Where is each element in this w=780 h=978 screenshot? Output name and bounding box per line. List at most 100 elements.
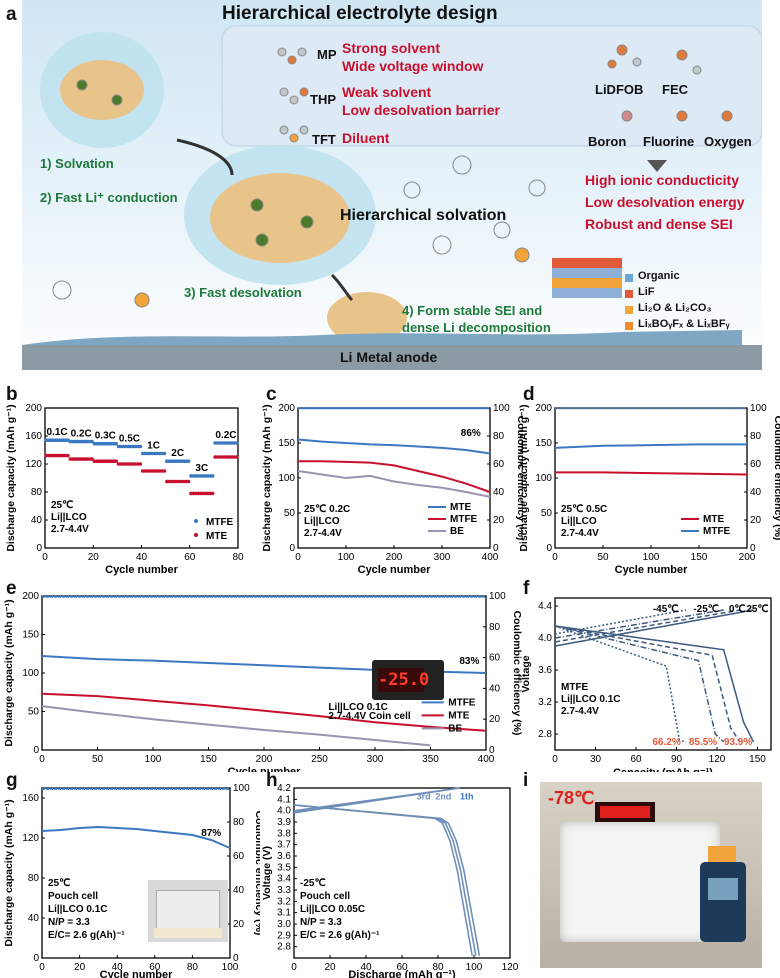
chart-d-series-mtfe xyxy=(554,443,747,449)
sei-legend-organic: Organic xyxy=(638,270,680,282)
chart-c: 0 100 200 300 400050100150200020406080100Dis… xyxy=(261,403,523,576)
chart-c-y2tick-label: 100 xyxy=(493,403,510,414)
chart-g-cond: 25℃ xyxy=(48,878,70,889)
anode-bar xyxy=(22,345,762,370)
chart-g-annot: 87% xyxy=(201,828,221,839)
legend-organic-swatch xyxy=(625,274,633,282)
chart-g-ytick-label: 0 xyxy=(33,953,39,964)
chart-b-rate-label: 0.1C xyxy=(47,427,68,438)
chart-d-y2tick-label: 20 xyxy=(750,515,762,526)
chart-e-y2tick-label: 100 xyxy=(489,591,506,602)
center-label: Hierarchical solvation xyxy=(340,207,507,224)
chart-d-xtick-label: 50 xyxy=(597,552,609,563)
chart-d-y2tick-label: 40 xyxy=(750,487,762,498)
thermometer xyxy=(700,862,746,942)
chart-b-point-mtfe xyxy=(90,439,94,444)
sei-legend-libof: LiₓBOᵧFₓ & LiₓBFᵧ xyxy=(638,318,730,330)
chart-g-xtick-label: 60 xyxy=(149,962,161,973)
chart-e-annot: 83% xyxy=(459,656,479,667)
freezer-display-photo: -25.0 xyxy=(372,660,444,700)
chart-b-cond2: Li||LCO xyxy=(51,512,87,523)
chart-d-xlabel: Cycle number xyxy=(615,564,688,576)
chart-h-cond: N/P = 3.3 xyxy=(300,917,342,928)
panel-a-schematic: Hierarchical electrolyte design MP Stron… xyxy=(22,0,762,370)
chart-b-ytick-label: 80 xyxy=(31,487,43,498)
additive-label: FEC xyxy=(662,82,688,97)
chart-h-xtick-label: 60 xyxy=(396,962,408,973)
chart-c-legend-label: MTFE xyxy=(450,514,478,525)
chart-f-xtick-label: 90 xyxy=(671,754,683,765)
step-4b: dense Li decomposition xyxy=(402,320,551,335)
chart-d-cond3: 2.7-4.4V xyxy=(561,528,599,539)
chart-h-cond: E/C = 2.6 g(Ah)⁻¹ xyxy=(300,930,380,941)
chart-c-xtick-label: 300 xyxy=(434,552,451,563)
chart-b-rate-label: 1C xyxy=(147,441,160,452)
chart-g-xtick-label: 100 xyxy=(222,962,239,973)
chart-b-ytick-label: 120 xyxy=(25,459,42,470)
chart-d-cond2: Li||LCO xyxy=(561,516,597,527)
chart-e-xtick-label: 350 xyxy=(422,754,439,765)
chart-c-ytick-label: 150 xyxy=(278,438,295,449)
chart-e-series-be xyxy=(41,705,431,747)
panel-label-d: d xyxy=(523,384,535,405)
chart-d-xtick-label: 0 xyxy=(552,552,558,563)
chart-b-ytick-label: 160 xyxy=(25,431,42,442)
chart-c-xtick-label: 0 xyxy=(295,552,301,563)
chart-c-y2label: Coulombic efficiency (%) xyxy=(515,416,523,541)
chart-e-y2label: Coulombic efficiency (%) xyxy=(511,611,523,736)
chart-b-rate-label: 0.5C xyxy=(119,434,140,445)
chart-c-xlabel: Cycle number xyxy=(358,564,431,576)
chart-b-cond3: 2.7-4.4V xyxy=(51,524,89,535)
molecules xyxy=(52,44,733,308)
chart-b-rate-label: 0.2C xyxy=(71,429,92,440)
chart-f-discharge-1 xyxy=(554,625,725,743)
panel-a-title: Hierarchical electrolyte design xyxy=(222,3,498,24)
chart-c-ytick-label: 0 xyxy=(289,543,295,554)
chart-d-y2tick-label: 100 xyxy=(750,403,767,414)
chart-h-charge-3rd xyxy=(293,787,460,812)
chart-h-ytick-label: 2.8 xyxy=(277,942,291,953)
chart-e-xtick-label: 0 xyxy=(39,754,45,765)
chart-d-y2tick-label: 80 xyxy=(750,431,762,442)
chart-b-legend-mtfe: MTFE xyxy=(206,517,234,528)
chart-g-ytick-label: 40 xyxy=(28,913,40,924)
chart-f-cond3: 2.7-4.4V xyxy=(561,706,599,717)
chart-g-cond: N/P = 3.3 xyxy=(48,917,90,928)
chart-g-cond: E/C= 2.6 g(Ah)⁻¹ xyxy=(48,930,125,941)
chart-f-cond1: MTFE xyxy=(561,682,589,693)
chart-c-ytick-label: 100 xyxy=(278,473,295,484)
chart-c-cond2: Li||LCO xyxy=(304,516,340,527)
chart-b-rate-label: 0.3C xyxy=(95,431,116,442)
solvation-core-small xyxy=(60,60,144,120)
benefit-2: Low desolvation energy xyxy=(585,194,745,210)
chart-f-discharge-0 xyxy=(554,625,687,743)
chart-b-point-mtfe xyxy=(234,441,239,445)
chart-h-ytick-label: 3.3 xyxy=(277,885,291,896)
chart-d-ytick-label: 100 xyxy=(535,473,552,484)
element-boron: Boron xyxy=(588,134,627,149)
chart-g-cond: Li||LCO 0.1C xyxy=(48,904,108,915)
chart-d: 0 50 100 150 200050100150200020406080100Disc… xyxy=(518,403,780,576)
chart-d-legend-label: MTFE xyxy=(703,526,731,537)
down-arrow xyxy=(647,160,667,172)
panel-label-i: i xyxy=(523,770,529,791)
chart-d-xtick-label: 200 xyxy=(739,552,756,563)
chart-e-xtick-label: 50 xyxy=(92,754,104,765)
chart-b-xtick-label: 0 xyxy=(42,552,48,563)
panel-label-b: b xyxy=(6,384,18,405)
legend-li2o-swatch xyxy=(625,306,633,314)
chart-b-point-mte xyxy=(114,459,118,463)
chart-c-ytick-label: 50 xyxy=(284,508,296,519)
chart-b-ytick-label: 200 xyxy=(25,403,42,414)
chart-g-ytick-label: 80 xyxy=(28,873,40,884)
chart-b-ytick-label: 40 xyxy=(31,515,43,526)
chart-d-y2label: Coulombic efficiency (%) xyxy=(772,416,780,541)
chart-d-y2tick-label: 60 xyxy=(750,459,762,470)
chart-b-point-mtfe xyxy=(162,451,167,456)
sei-legend-li2o: Li₂O & Li₂CO₃ xyxy=(638,302,712,314)
chart-c-series-mtfe xyxy=(298,460,491,493)
chart-g-y2label: Coulombic efficiency (%) xyxy=(253,811,260,936)
chart-d-legend-label: MTE xyxy=(703,514,724,525)
chart-b-rate-label: 0.2C xyxy=(215,430,236,441)
